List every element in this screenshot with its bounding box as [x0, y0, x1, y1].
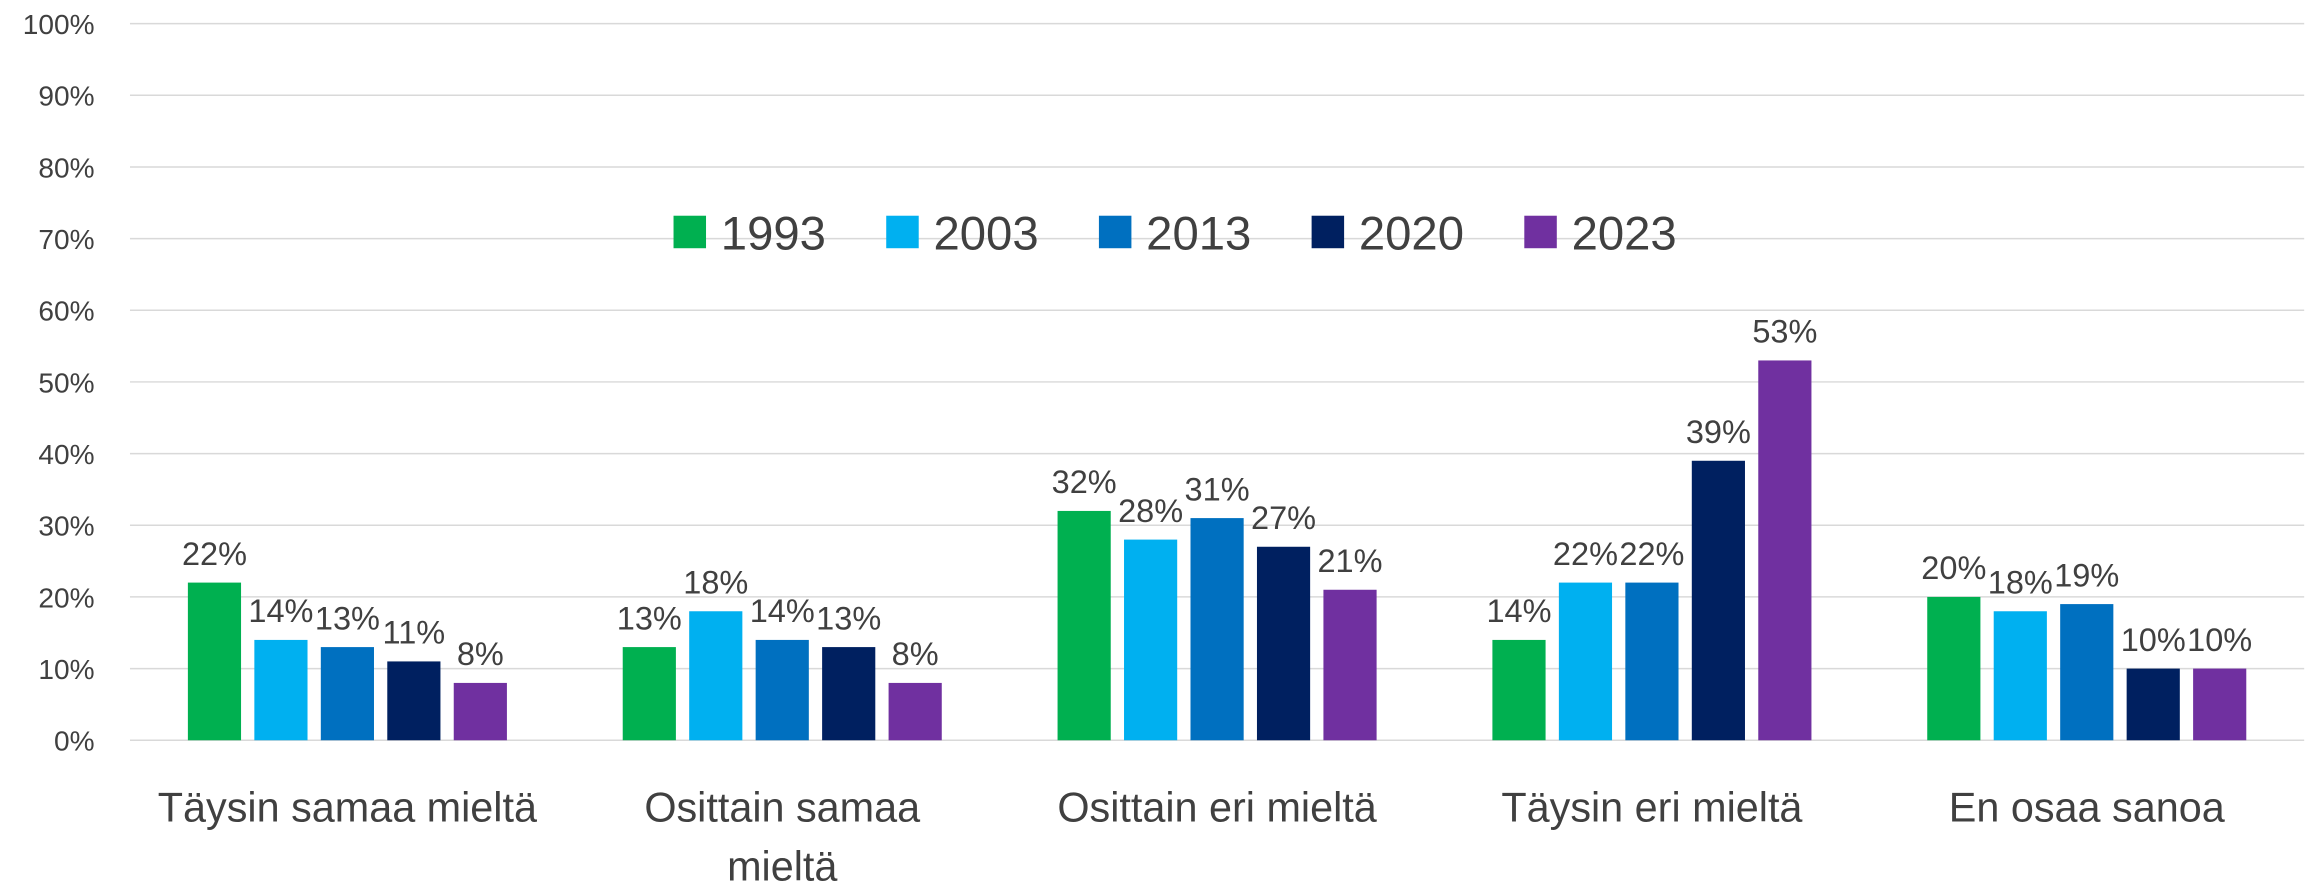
legend-swatch [673, 215, 707, 249]
y-tick-label: 10% [38, 654, 94, 685]
data-label: 18% [683, 565, 748, 601]
legend-swatch [886, 215, 919, 249]
data-label: 20% [1921, 550, 1986, 586]
bar [1124, 539, 1178, 741]
bar [2060, 604, 2114, 741]
data-label: 21% [1317, 543, 1382, 579]
data-label: 19% [2054, 557, 2119, 593]
y-tick-label: 50% [38, 367, 94, 398]
bar [1323, 589, 1377, 741]
bar [2193, 668, 2247, 741]
x-tick-label: En osaa sanoa [1949, 785, 2225, 831]
bar [1927, 596, 1981, 741]
legend-label: 2020 [1359, 208, 1464, 261]
data-label: 14% [1486, 593, 1551, 629]
y-tick-label: 30% [38, 511, 94, 542]
data-label: 18% [1988, 565, 2053, 601]
y-tick-label: 100% [23, 9, 95, 40]
bar [1691, 460, 1745, 741]
bar [1625, 582, 1679, 741]
legend-label: 2023 [1572, 208, 1677, 261]
y-tick-label: 70% [38, 224, 94, 255]
bar [1256, 546, 1311, 741]
data-label: 10% [2187, 622, 2252, 658]
legend-swatch [1524, 215, 1557, 249]
data-label: 31% [1185, 471, 1250, 507]
data-label: 28% [1118, 493, 1183, 529]
bar [888, 682, 942, 741]
bar [1190, 518, 1244, 741]
legend-label: 1993 [721, 208, 826, 261]
bar [453, 682, 507, 741]
legend-swatch [1098, 215, 1132, 249]
bar [1057, 510, 1111, 741]
bar [1492, 639, 1546, 741]
data-label: 8% [457, 636, 504, 672]
legend-swatch [1311, 215, 1345, 249]
data-label: 14% [750, 593, 815, 629]
data-label: 39% [1686, 414, 1751, 450]
data-label: 13% [315, 600, 380, 636]
data-label: 32% [1052, 464, 1117, 500]
data-label: 22% [182, 536, 247, 572]
data-label: 13% [816, 600, 881, 636]
bar [187, 582, 242, 741]
y-tick-label: 80% [38, 152, 94, 183]
data-label: 22% [1619, 536, 1684, 572]
y-tick-label: 20% [38, 582, 94, 613]
data-label: 13% [617, 600, 682, 636]
bar [254, 639, 308, 741]
bar [320, 647, 374, 741]
x-tick-label: Täysin samaa mieltä [158, 785, 537, 831]
bar [1558, 582, 1613, 741]
bar [689, 611, 743, 741]
data-label: 27% [1251, 500, 1316, 536]
bar [2126, 668, 2180, 741]
data-label: 10% [2121, 622, 2186, 658]
y-tick-label: 60% [38, 296, 94, 327]
y-tick-label: 90% [38, 81, 94, 112]
x-tick-label: Osittain eri mieltä [1057, 785, 1376, 831]
bar [822, 647, 876, 741]
bar [755, 639, 809, 741]
data-label: 11% [383, 615, 446, 651]
data-label: 14% [248, 593, 313, 629]
y-tick-label: 0% [54, 726, 95, 757]
bar [1758, 360, 1812, 741]
data-label: 53% [1752, 314, 1817, 350]
data-label: 8% [892, 636, 939, 672]
legend-label: 2013 [1146, 208, 1251, 261]
bar [387, 661, 441, 741]
bar [622, 647, 676, 741]
x-tick-label: Osittain samaa mieltä [644, 785, 920, 888]
data-label: 22% [1553, 536, 1618, 572]
y-tick-label: 40% [38, 439, 94, 470]
bar [1993, 611, 2047, 741]
legend-label: 2003 [933, 208, 1038, 261]
x-tick-label: Täysin eri mieltä [1501, 785, 1802, 831]
